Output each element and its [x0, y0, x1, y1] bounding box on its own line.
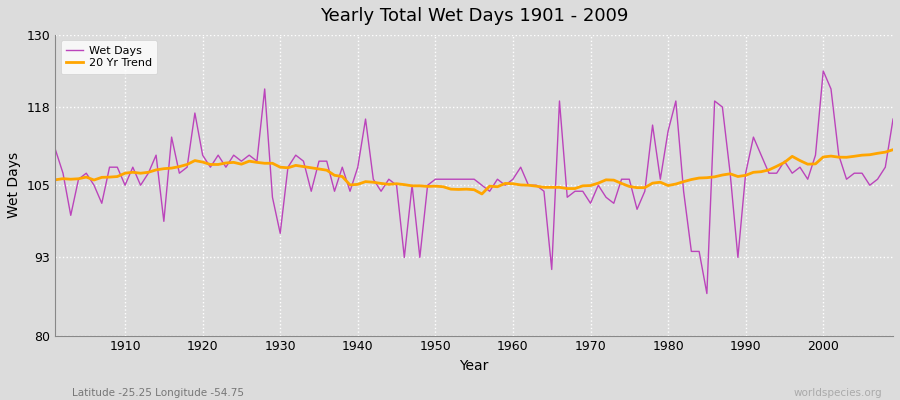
- 20 Yr Trend: [476, 192, 487, 196]
- Wet Days: [500, 183, 510, 188]
- Text: worldspecies.org: worldspecies.org: [794, 388, 882, 398]
- 20 Yr Trend: [112, 174, 122, 179]
- Wet Days: [600, 195, 611, 200]
- Legend: Wet Days, 20 Yr Trend: Wet Days, 20 Yr Trend: [61, 40, 158, 74]
- 20 Yr Trend: [508, 181, 518, 186]
- 20 Yr Trend: [283, 165, 293, 170]
- Wet Days: [50, 147, 60, 152]
- Wet Days: [283, 165, 293, 170]
- 20 Yr Trend: [329, 173, 340, 178]
- 20 Yr Trend: [887, 147, 898, 152]
- 20 Yr Trend: [608, 178, 619, 182]
- Wet Days: [112, 165, 122, 170]
- X-axis label: Year: Year: [460, 359, 489, 373]
- Wet Days: [887, 117, 898, 122]
- Line: 20 Yr Trend: 20 Yr Trend: [55, 150, 893, 194]
- Wet Days: [701, 291, 712, 296]
- Y-axis label: Wet Days: Wet Days: [7, 152, 21, 218]
- Wet Days: [818, 68, 829, 73]
- Text: Latitude -25.25 Longitude -54.75: Latitude -25.25 Longitude -54.75: [72, 388, 244, 398]
- Title: Yearly Total Wet Days 1901 - 2009: Yearly Total Wet Days 1901 - 2009: [320, 7, 628, 25]
- Wet Days: [508, 177, 518, 182]
- Wet Days: [329, 189, 340, 194]
- 20 Yr Trend: [50, 178, 60, 182]
- Line: Wet Days: Wet Days: [55, 71, 893, 294]
- 20 Yr Trend: [516, 182, 526, 187]
